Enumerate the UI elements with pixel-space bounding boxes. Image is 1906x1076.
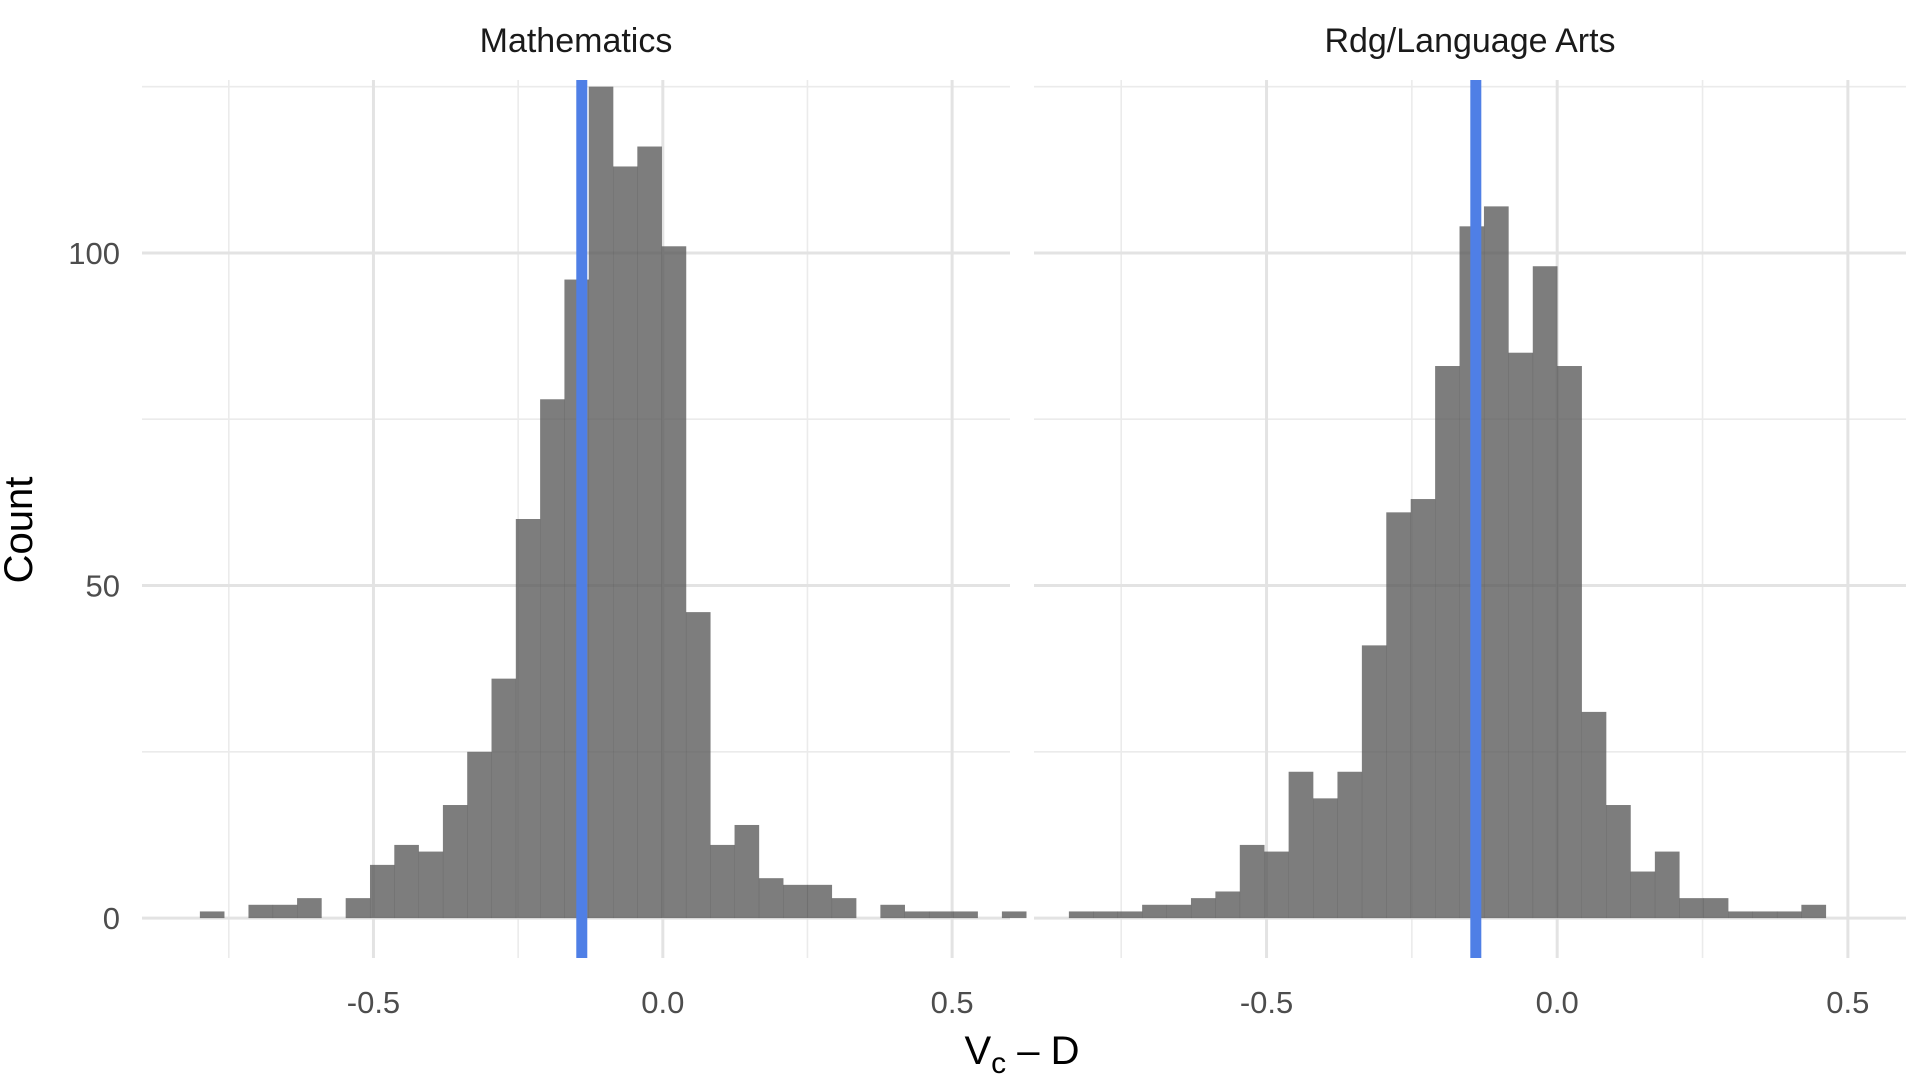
histogram-bar	[1410, 499, 1436, 919]
histogram-bar	[1288, 771, 1314, 919]
histogram-bar	[953, 911, 978, 919]
histogram-bar	[1313, 798, 1338, 919]
histogram-bar	[1801, 904, 1827, 919]
y-tick-label: 50	[86, 569, 120, 604]
y-tick-label: 0	[103, 901, 120, 936]
histogram-bar	[1630, 871, 1656, 919]
histogram-bar	[928, 911, 954, 919]
x-tick-label: 0.5	[931, 985, 974, 1020]
histogram-bar	[1679, 898, 1704, 919]
histogram-bar	[758, 878, 784, 919]
x-tick-label: -0.5	[1240, 985, 1293, 1020]
histogram-bar	[515, 519, 541, 919]
histogram-bar	[1142, 904, 1167, 919]
x-tick-label: 0.0	[1536, 985, 1579, 1020]
histogram-bar	[1215, 891, 1241, 919]
histogram-bar	[1166, 904, 1192, 919]
x-tick-label: -0.5	[347, 985, 400, 1020]
histogram-bar	[1361, 645, 1387, 919]
x-axis-title: Vc – D	[964, 1029, 1079, 1076]
histogram-bar	[637, 146, 662, 919]
panel-mathematics: Mathematics -0.5 0.0 0.5 0 50 100	[68, 22, 1027, 1020]
histogram-bar	[734, 824, 760, 919]
histogram-bar	[1117, 911, 1143, 919]
panel-title: Mathematics	[480, 22, 673, 60]
histogram-bar	[1508, 352, 1534, 919]
panel-rdg-language-arts: Rdg/Language Arts -0.5 0.0 0.5	[1034, 22, 1906, 1020]
histogram-bar	[1776, 911, 1802, 919]
histogram-bar	[248, 904, 274, 919]
histogram-bar	[661, 246, 687, 919]
histogram-bar	[1386, 512, 1412, 919]
panel-title: Rdg/Language Arts	[1324, 22, 1615, 60]
histogram-bar	[831, 898, 857, 919]
x-tick-label: 0.5	[1826, 985, 1869, 1020]
histogram-bar	[1703, 898, 1729, 919]
histogram-bar	[1752, 911, 1778, 919]
histogram-bar	[272, 904, 298, 919]
histogram-bar	[442, 805, 468, 919]
histogram-bar	[369, 864, 395, 919]
histogram-bar	[1532, 266, 1558, 919]
histogram-bar	[1606, 805, 1631, 919]
histogram-bar	[613, 166, 638, 919]
histogram-bar	[880, 904, 905, 919]
histogram-bar	[1483, 206, 1509, 919]
histogram-bar	[904, 911, 930, 919]
histogram-bar	[491, 678, 517, 919]
histogram-bar	[1337, 771, 1363, 919]
histogram-bar	[1654, 851, 1680, 919]
histogram-bar	[297, 898, 322, 919]
histogram-bar	[1581, 711, 1607, 919]
histogram-bar	[540, 399, 565, 919]
y-tick-label: 100	[68, 236, 120, 271]
histogram-bar	[1239, 844, 1265, 919]
histogram-bar	[345, 898, 371, 919]
histogram-bar	[685, 612, 711, 919]
histogram-bar	[1728, 911, 1753, 919]
histogram-bar	[1001, 911, 1027, 919]
histogram-bar	[1093, 911, 1119, 919]
x-tick-label: 0.0	[641, 985, 684, 1020]
y-axis-title: Count	[0, 477, 41, 584]
histogram-bar	[394, 844, 419, 919]
histogram-bar	[783, 884, 808, 919]
histogram-bar	[1435, 366, 1460, 919]
histogram-bar	[588, 86, 614, 919]
histogram-bar	[1557, 366, 1582, 919]
histogram-bar	[199, 911, 225, 919]
histogram-bar	[710, 844, 735, 919]
histogram-bar	[807, 884, 833, 919]
histogram-bar	[467, 751, 492, 919]
histogram-bar	[1264, 851, 1289, 919]
histogram-bar	[418, 851, 444, 919]
histogram-bar	[1068, 911, 1094, 919]
histogram-bar	[1190, 898, 1216, 919]
